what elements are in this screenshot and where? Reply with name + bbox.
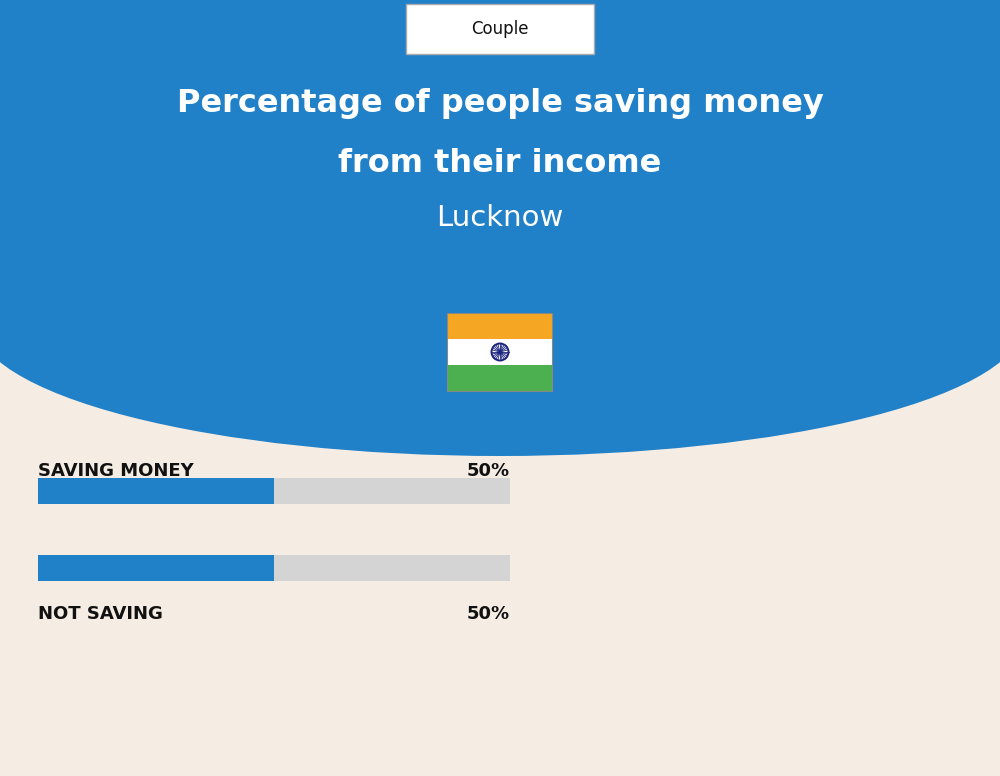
Text: 50%: 50% xyxy=(467,462,510,480)
Text: Couple: Couple xyxy=(471,20,529,38)
Text: NOT SAVING: NOT SAVING xyxy=(38,605,163,623)
Text: SAVING MONEY: SAVING MONEY xyxy=(38,462,194,480)
Text: Percentage of people saving money: Percentage of people saving money xyxy=(177,88,823,120)
Bar xyxy=(38,555,274,581)
Bar xyxy=(38,478,510,504)
Bar xyxy=(447,365,552,391)
Text: from their income: from their income xyxy=(338,148,662,179)
Bar xyxy=(38,555,510,581)
Bar xyxy=(38,478,274,504)
FancyBboxPatch shape xyxy=(406,4,594,54)
Bar xyxy=(447,313,552,391)
Ellipse shape xyxy=(0,186,1000,456)
Bar xyxy=(0,0,1000,321)
Text: 50%: 50% xyxy=(467,605,510,623)
Bar xyxy=(447,313,552,339)
Bar xyxy=(447,339,552,365)
Text: Lucknow: Lucknow xyxy=(436,204,564,232)
Circle shape xyxy=(499,351,501,353)
